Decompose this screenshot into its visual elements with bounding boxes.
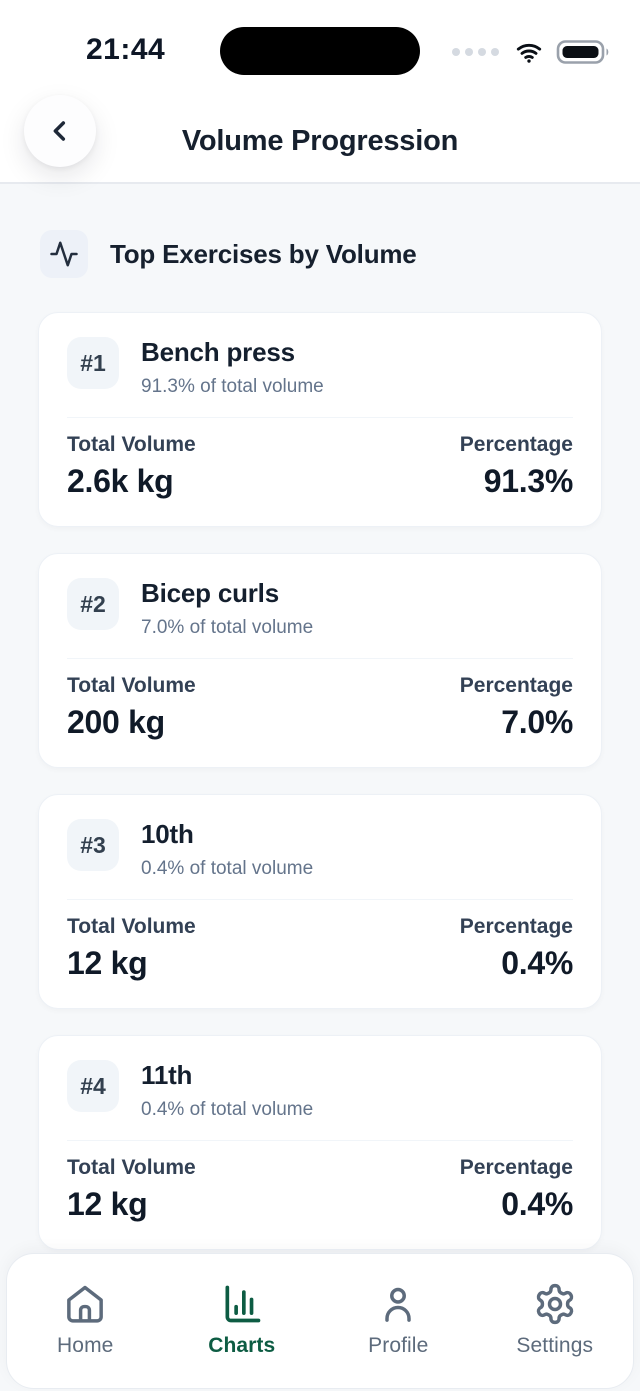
total-volume-label: Total Volume — [67, 674, 196, 697]
percentage-value: 0.4% — [501, 945, 573, 981]
percentage-value: 7.0% — [501, 704, 573, 740]
status-icons — [452, 38, 614, 66]
exercise-card[interactable]: #2 Bicep curls 7.0% of total volume Tota… — [38, 553, 602, 768]
total-volume-label: Total Volume — [67, 915, 196, 938]
card-divider — [67, 658, 573, 659]
rank-badge: #3 — [67, 819, 119, 871]
section-header: Top Exercises by Volume — [40, 230, 600, 278]
dynamic-island — [220, 27, 420, 75]
total-volume-label: Total Volume — [67, 1156, 196, 1179]
tab-home[interactable]: Home — [7, 1254, 164, 1388]
tab-label: Profile — [368, 1334, 429, 1357]
percentage-value: 0.4% — [501, 1186, 573, 1222]
page-title: Volume Progression — [181, 124, 459, 157]
percentage-label: Percentage — [459, 915, 573, 938]
exercise-name: 10th — [141, 819, 194, 849]
tab-charts[interactable]: Charts — [164, 1254, 321, 1388]
tab-label: Settings — [516, 1334, 594, 1357]
exercise-card[interactable]: #3 10th 0.4% of total volume Total Volum… — [38, 794, 602, 1009]
rank-badge: #4 — [67, 1060, 119, 1112]
percentage-value: 91.3% — [483, 463, 574, 499]
rank-badge: #2 — [67, 578, 119, 630]
home-icon — [63, 1282, 107, 1326]
percentage-label: Percentage — [459, 433, 573, 456]
exercise-name: Bicep curls — [141, 578, 279, 608]
exercise-card-list: #1 Bench press 91.3% of total volume Tot… — [0, 312, 640, 1250]
status-time: 21:44 — [86, 33, 166, 66]
total-volume-value: 2.6k kg — [67, 463, 174, 499]
exercise-subtitle: 0.4% of total volume — [141, 858, 314, 879]
status-bar: 21:44 — [0, 0, 640, 100]
tab-label: Home — [57, 1334, 114, 1357]
tab-label: Charts — [208, 1334, 276, 1357]
wifi-icon — [512, 39, 546, 66]
total-volume-value: 200 kg — [67, 704, 165, 740]
battery-icon — [556, 38, 614, 66]
rank-badge: #1 — [67, 337, 119, 389]
section-title: Top Exercises by Volume — [110, 238, 417, 269]
cellular-dots-icon — [452, 48, 499, 56]
chevron-left-icon — [44, 115, 76, 147]
card-divider — [67, 1140, 573, 1141]
exercise-card[interactable]: #1 Bench press 91.3% of total volume Tot… — [38, 312, 602, 527]
exercise-card[interactable]: #4 11th 0.4% of total volume Total Volum… — [38, 1035, 602, 1250]
exercise-name: 11th — [141, 1060, 193, 1090]
tab-profile[interactable]: Profile — [320, 1254, 477, 1388]
activity-icon — [40, 230, 88, 278]
exercise-subtitle: 0.4% of total volume — [141, 1099, 314, 1120]
total-volume-value: 12 kg — [67, 1186, 148, 1222]
exercise-subtitle: 7.0% of total volume — [141, 617, 314, 638]
percentage-label: Percentage — [459, 1156, 573, 1179]
top-chrome: 21:44 — [0, 0, 640, 184]
tab-settings[interactable]: Settings — [477, 1254, 634, 1388]
card-divider — [67, 417, 573, 418]
percentage-label: Percentage — [459, 674, 573, 697]
exercise-name: Bench press — [141, 337, 295, 367]
total-volume-label: Total Volume — [67, 433, 196, 456]
bar-chart-icon — [220, 1282, 264, 1326]
exercise-subtitle: 91.3% of total volume — [141, 376, 324, 397]
card-divider — [67, 899, 573, 900]
header: Volume Progression — [0, 95, 640, 182]
user-icon — [376, 1282, 420, 1326]
total-volume-value: 12 kg — [67, 945, 148, 981]
bottom-tab-bar: Home Charts Profile — [6, 1253, 634, 1389]
back-button[interactable] — [24, 95, 96, 167]
gear-icon — [533, 1282, 577, 1326]
